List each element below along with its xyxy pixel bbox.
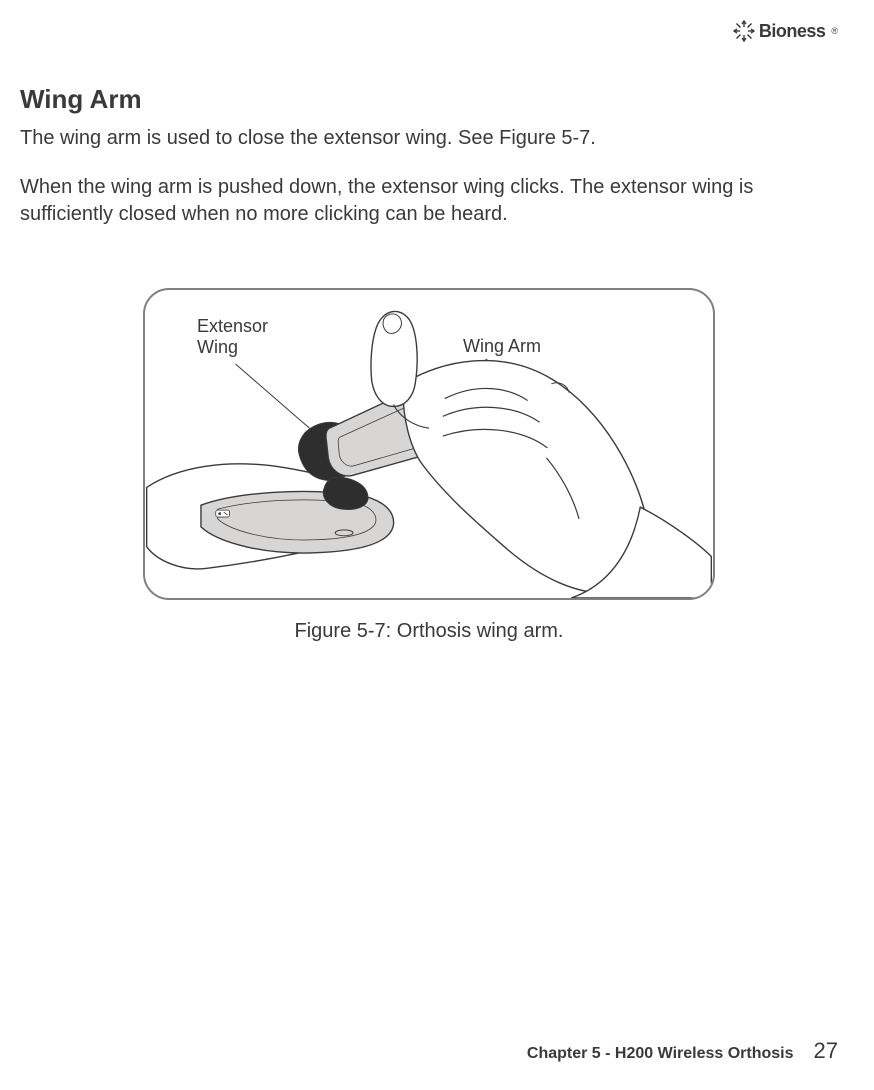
figure-label-extensor-wing: Extensor Wing bbox=[197, 316, 268, 357]
section-title: Wing Arm bbox=[20, 84, 838, 115]
footer-page-number: 27 bbox=[814, 1038, 838, 1064]
figure-caption: Figure 5-7: Orthosis wing arm. bbox=[295, 620, 564, 643]
brand-registered: ® bbox=[831, 26, 838, 36]
page-footer: Chapter 5 - H200 Wireless Orthosis 27 bbox=[527, 1038, 838, 1064]
footer-chapter: Chapter 5 - H200 Wireless Orthosis bbox=[527, 1045, 794, 1063]
page: Bioness ® Wing Arm The wing arm is used … bbox=[0, 0, 874, 1090]
figure-container: Extensor Wing Wing Arm Figure 5-7: Ortho… bbox=[20, 288, 838, 643]
section-para-2: When the wing arm is pushed down, the ex… bbox=[20, 174, 838, 228]
figure-label-wing-arm: Wing Arm bbox=[463, 336, 541, 357]
brand-mark-icon bbox=[733, 20, 755, 42]
brand-logo: Bioness ® bbox=[733, 20, 838, 42]
brand-name: Bioness bbox=[759, 21, 826, 42]
figure-box: Extensor Wing Wing Arm bbox=[143, 288, 715, 600]
section-para-1: The wing arm is used to close the extens… bbox=[20, 125, 838, 152]
